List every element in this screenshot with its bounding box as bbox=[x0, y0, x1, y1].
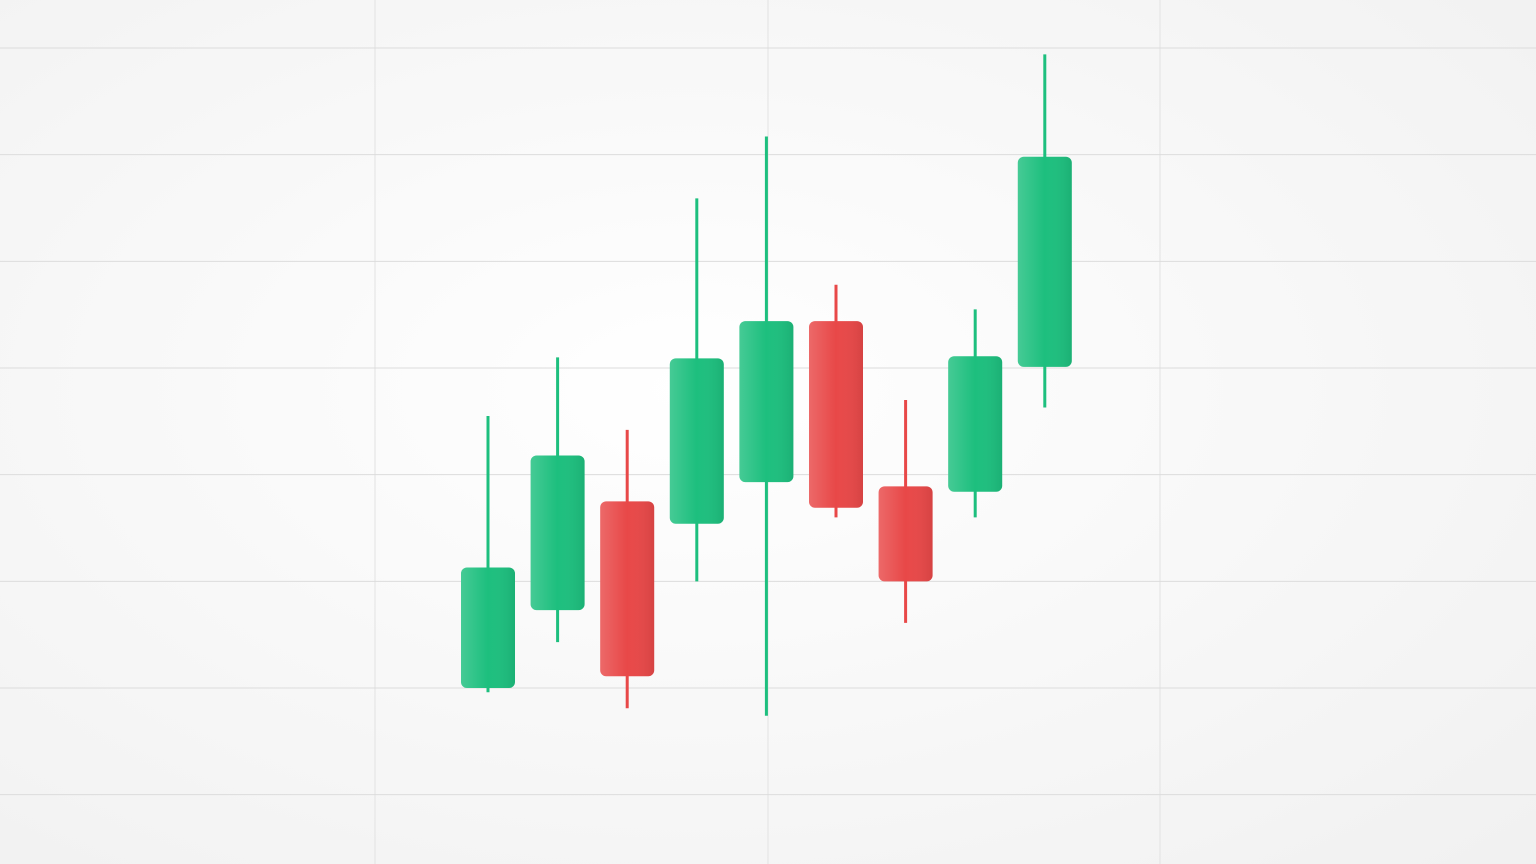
candle-shading bbox=[809, 321, 863, 508]
candle-shading bbox=[530, 455, 585, 611]
candle-shading bbox=[739, 321, 794, 483]
candle-shading bbox=[878, 486, 933, 582]
candle-shading bbox=[461, 567, 515, 688]
candle-shading bbox=[669, 358, 724, 524]
candle-shading bbox=[600, 501, 655, 677]
candle-shading bbox=[1017, 156, 1072, 367]
candle-shading bbox=[948, 356, 1003, 492]
